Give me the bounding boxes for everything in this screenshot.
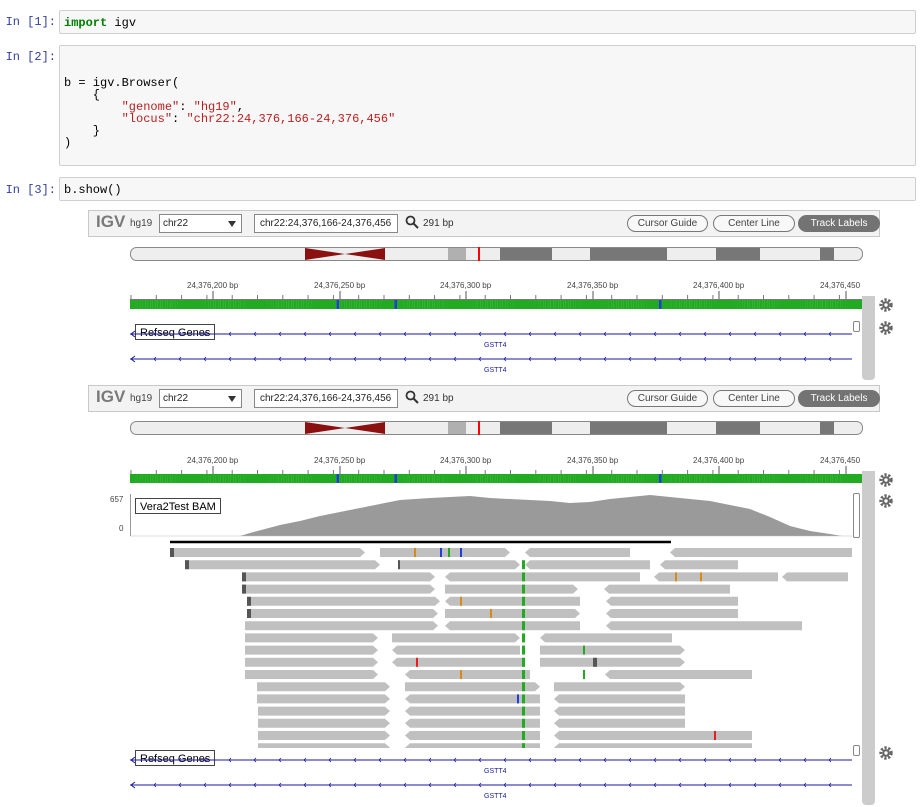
ruler-tick-label: 24,376,450: [820, 281, 861, 290]
gene-feature[interactable]: [130, 353, 852, 365]
scroll-thumb[interactable]: [853, 493, 860, 538]
code-text: :: [172, 112, 187, 126]
chromosome-value: chr22: [163, 393, 189, 404]
code-line: ): [64, 136, 72, 150]
gene-feature[interactable]: [130, 754, 852, 766]
locus-input[interactable]: chr22:24,376,166-24,376,456: [254, 214, 398, 233]
center-line-button[interactable]: Center Line: [713, 390, 795, 407]
ruler-tick-label: 24,376,250 bp: [314, 456, 366, 465]
ruler-track: 24,376,200 bp 24,376,250 bp 24,376,300 b…: [130, 455, 863, 475]
gene-feature[interactable]: [130, 779, 852, 791]
ruler-tick-label: 24,376,400 bp: [693, 456, 745, 465]
code-text: b.show(): [64, 183, 122, 197]
ruler-tick-label: 24,376,200 bp: [187, 281, 239, 290]
code-string: "genome": [121, 100, 180, 114]
track-labels-button[interactable]: Track Labels: [798, 390, 880, 407]
cursor-guide-button[interactable]: Cursor Guide: [627, 390, 708, 407]
chromosome-value: chr22: [163, 218, 189, 229]
scroll-thumb[interactable]: [853, 745, 860, 756]
center-line-button[interactable]: Center Line: [713, 215, 795, 232]
code-cell-3[interactable]: b.show(): [59, 177, 916, 201]
ruler-tick-label: 24,376,400 bp: [693, 281, 745, 290]
ruler-track: 24,376,200 bp 24,376,250 bp 24,376,300 b…: [130, 280, 863, 300]
code-line: b = igv.Browser(: [64, 76, 180, 90]
code-string: "hg19": [193, 100, 237, 114]
ruler-tick-label: 24,376,300 bp: [440, 281, 492, 290]
genome-label: hg19: [130, 218, 153, 229]
refseq-track-label: Refseq Genes: [135, 750, 216, 766]
chevron-down-icon: [228, 396, 236, 402]
cell-prompt-2: In [2]:: [5, 50, 56, 64]
ruler-ticks: [130, 291, 863, 300]
code-string: "locus": [121, 112, 173, 126]
cursor-guide-button[interactable]: Cursor Guide: [627, 215, 708, 232]
chromosome-select[interactable]: chr22: [159, 214, 242, 233]
bam-track-label: Vera2Test BAM: [135, 498, 221, 514]
code-text: :: [179, 100, 194, 114]
refseq-track-label: Refseq Genes: [135, 324, 216, 340]
search-icon[interactable]: [405, 390, 419, 404]
ruler-tick-label: 24,376,200 bp: [187, 456, 239, 465]
window-width: 291 bp: [423, 393, 454, 404]
window-width: 291 bp: [423, 218, 454, 229]
gene-feature[interactable]: [130, 328, 852, 340]
ruler-ticks: [130, 466, 863, 475]
cell-prompt-1: In [1]:: [5, 15, 56, 29]
igv-logo: IGV: [96, 212, 126, 231]
scroll-thumb[interactable]: [853, 321, 860, 332]
gene-label: GSTT4: [484, 342, 507, 349]
search-icon[interactable]: [405, 215, 419, 229]
ruler-tick-label: 24,376,250 bp: [314, 281, 366, 290]
alignment-track[interactable]: [130, 493, 852, 748]
code-cell-2[interactable]: b = igv.Browser( { "genome": "hg19", "lo…: [59, 45, 916, 166]
ruler-tick-label: 24,376,300 bp: [440, 456, 492, 465]
gene-label: GSTT4: [484, 367, 507, 374]
cell-prompt-3: In [3]:: [5, 183, 56, 197]
gear-icon[interactable]: [878, 493, 894, 509]
code-text: ,: [236, 100, 245, 114]
ruler-tick-label: 24,376,450: [820, 456, 861, 465]
gear-icon[interactable]: [878, 320, 894, 336]
ruler-tick-label: 24,376,350 bp: [567, 456, 619, 465]
vertical-scrollbar[interactable]: [862, 296, 875, 380]
gear-icon[interactable]: [878, 297, 894, 313]
igv-navbar-1: IGV hg19 chr22 chr22:24,376,166-24,376,4…: [88, 210, 880, 237]
coverage-min-label: 0: [119, 524, 124, 533]
gene-label: GSTT4: [484, 793, 507, 800]
sequence-track: [130, 300, 863, 309]
igv-logo: IGV: [96, 387, 126, 406]
coverage-max-label: 657: [110, 495, 124, 504]
chromosome-ideogram[interactable]: [130, 421, 863, 435]
code-line: }: [64, 124, 101, 138]
code-cell-1[interactable]: import igv: [59, 10, 916, 34]
chromosome-select[interactable]: chr22: [159, 389, 242, 408]
sequence-track: [130, 474, 863, 483]
gene-label: GSTT4: [484, 768, 507, 775]
locus-input[interactable]: chr22:24,376,166-24,376,456: [254, 389, 398, 408]
genome-label: hg19: [130, 393, 153, 404]
vertical-scrollbar[interactable]: [862, 471, 875, 805]
code-text: igv: [107, 16, 137, 30]
track-labels-button[interactable]: Track Labels: [798, 215, 880, 232]
keyword-import: import: [64, 16, 108, 30]
chromosome-ideogram[interactable]: [130, 247, 863, 261]
igv-navbar-2: IGV hg19 chr22 chr22:24,376,166-24,376,4…: [88, 385, 880, 412]
gear-icon[interactable]: [878, 745, 894, 761]
chevron-down-icon: [228, 221, 236, 227]
code-string: "chr22:24,376,166-24,376,456": [186, 112, 396, 126]
code-line: {: [64, 88, 101, 102]
gear-icon[interactable]: [878, 472, 894, 488]
ruler-tick-label: 24,376,350 bp: [567, 281, 619, 290]
